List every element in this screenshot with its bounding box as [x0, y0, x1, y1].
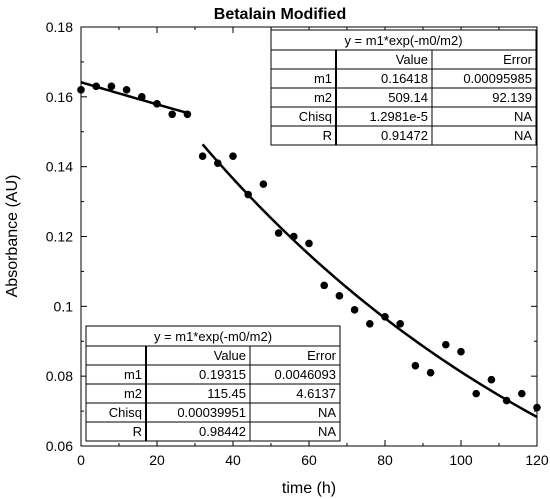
data-point — [457, 347, 465, 356]
axis-ticks: 0 20 40 60 80 100 120 0.06 0.08 0.1 0.12 0.14 0.16 0.… — [46, 19, 549, 468]
y-tick-label: 0.1 — [54, 298, 74, 314]
data-point — [290, 232, 298, 241]
x-tick-label: 0 — [77, 452, 85, 468]
table-cell-value: 0.98442 — [199, 424, 246, 439]
chart-title: Betalain Modified — [214, 6, 346, 23]
x-tick-label: 40 — [225, 452, 241, 468]
table-header-error: Error — [503, 52, 533, 67]
data-point — [533, 403, 541, 412]
data-point — [183, 110, 192, 119]
data-point — [198, 152, 207, 160]
table-title: y = m1*exp(-m0/m2) — [154, 329, 272, 344]
data-point — [244, 190, 252, 199]
data-point — [122, 86, 131, 94]
data-point — [153, 100, 161, 108]
y-tick-label: 0.16 — [46, 89, 73, 105]
x-tick-label: 20 — [149, 452, 165, 468]
data-point — [335, 292, 344, 300]
data-point — [381, 313, 389, 321]
table-cell-error: 0.00095985 — [463, 71, 532, 86]
data-point — [320, 281, 329, 290]
data-point — [92, 82, 100, 91]
data-point — [77, 86, 85, 94]
data-point — [229, 152, 237, 160]
x-tick-label: 80 — [377, 452, 393, 468]
fit-table-bottom-left: y = m1*exp(-m0/m2) Value Error m1 0.19315 0.0… — [85, 325, 341, 442]
data-point — [274, 229, 283, 237]
data-point — [350, 306, 359, 314]
fit-table-top-right: y = m1*exp(-m0/m2) Value Error m1 0.16418 0.0… — [270, 29, 537, 146]
table-row-label: Chisq — [109, 405, 142, 420]
table-cell-value: 1.2981e-5 — [369, 109, 428, 124]
data-point — [259, 180, 268, 188]
table-row-label: Chisq — [299, 109, 332, 124]
data-point — [502, 396, 511, 405]
table-header-error: Error — [307, 348, 337, 363]
data-point — [396, 319, 405, 328]
table-row-label: R — [323, 128, 332, 143]
data-point — [411, 361, 420, 370]
x-axis-label: time (h) — [282, 480, 336, 497]
table-cell-error: NA — [514, 109, 532, 124]
table-header-value: Value — [214, 348, 246, 363]
table-cell-error: 92.139 — [492, 90, 532, 105]
data-point — [214, 159, 222, 167]
table-cell-error: 4.6137 — [296, 386, 336, 401]
table-cell-error: NA — [514, 128, 532, 143]
data-point — [305, 239, 313, 248]
y-tick-label: 0.06 — [46, 438, 73, 454]
fit-curve-2 — [201, 143, 538, 419]
table-cell-value: 115.45 — [207, 386, 246, 401]
table-cell-error: 0.0046093 — [275, 367, 336, 382]
y-tick-label: 0.08 — [46, 368, 73, 384]
table-cell-value: 0.19315 — [199, 367, 246, 382]
table-row-label: m2 — [314, 90, 332, 105]
data-point — [518, 389, 526, 398]
data-point — [138, 93, 146, 101]
table-row-label: m1 — [124, 367, 142, 382]
table-cell-value: 509.14 — [388, 90, 428, 105]
table-cell-value: 0.16418 — [381, 71, 428, 86]
table-cell-error: NA — [318, 424, 336, 439]
data-point — [426, 368, 435, 377]
table-row-label: m1 — [314, 71, 332, 86]
data-point — [366, 319, 374, 328]
data-point — [168, 110, 176, 119]
fit-tables: y = m1*exp(-m0/m2) Value Error m1 0.16418 0.0… — [85, 29, 537, 442]
table-cell-value: 0.00039951 — [177, 405, 246, 420]
table-cell-error: NA — [318, 405, 336, 420]
data-point — [442, 340, 450, 349]
data-point — [487, 375, 496, 384]
data-point — [107, 82, 116, 91]
x-tick-label: 60 — [301, 452, 317, 468]
table-cell-value: 0.91472 — [381, 128, 428, 143]
x-tick-label: 100 — [449, 452, 473, 468]
data-points — [77, 82, 541, 412]
y-axis-label: Absorbance (AU) — [4, 175, 21, 298]
y-tick-label: 0.14 — [46, 159, 73, 175]
table-row-label: R — [133, 424, 142, 439]
data-point — [472, 389, 481, 398]
table-title: y = m1*exp(-m0/m2) — [344, 33, 462, 48]
table-header-value: Value — [396, 52, 428, 67]
y-tick-label: 0.18 — [46, 19, 73, 35]
x-tick-label: 120 — [525, 452, 549, 468]
y-tick-label: 0.12 — [46, 229, 73, 245]
table-row-label: m2 — [124, 386, 142, 401]
